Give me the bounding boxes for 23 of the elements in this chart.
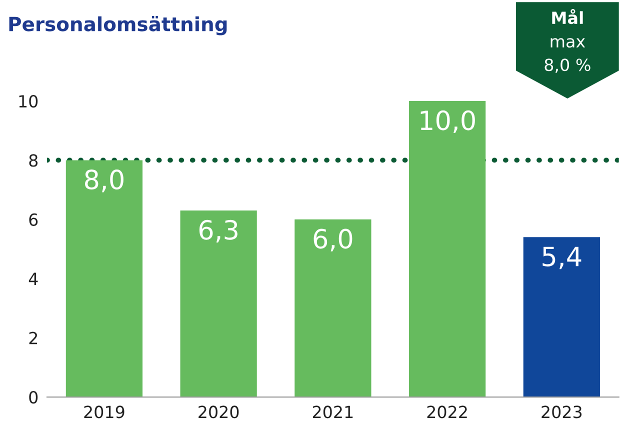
text: Mål max 8,0 %	[544, 9, 590, 73]
y-tick-label: 10	[19, 94, 38, 108]
x-tick-label: 2020	[198, 406, 239, 418]
y-tick-label: 4	[28, 272, 38, 285]
x-tick-label: 2019	[84, 406, 124, 418]
y-tick-label: 2	[29, 332, 38, 344]
y-tick-label: 6	[29, 213, 38, 226]
data-label: 5,4	[542, 246, 582, 270]
bar	[66, 160, 143, 398]
chart-title: Personalomsättning	[9, 16, 227, 36]
bar	[294, 219, 372, 398]
data-label: 10,0	[420, 110, 475, 134]
data-label: 6,3	[199, 220, 238, 243]
y-tick-label: 8	[29, 154, 38, 167]
x-tick-label: 2023	[542, 406, 582, 418]
data-label: 6,0	[314, 228, 352, 252]
y-tick-label: 0	[29, 390, 38, 404]
data-label: 8,0	[85, 170, 124, 192]
bar	[408, 101, 486, 398]
x-tick-label: 2022	[427, 406, 467, 418]
bar	[180, 210, 257, 398]
bar	[523, 237, 600, 398]
x-tick-label: 2021	[312, 406, 353, 418]
